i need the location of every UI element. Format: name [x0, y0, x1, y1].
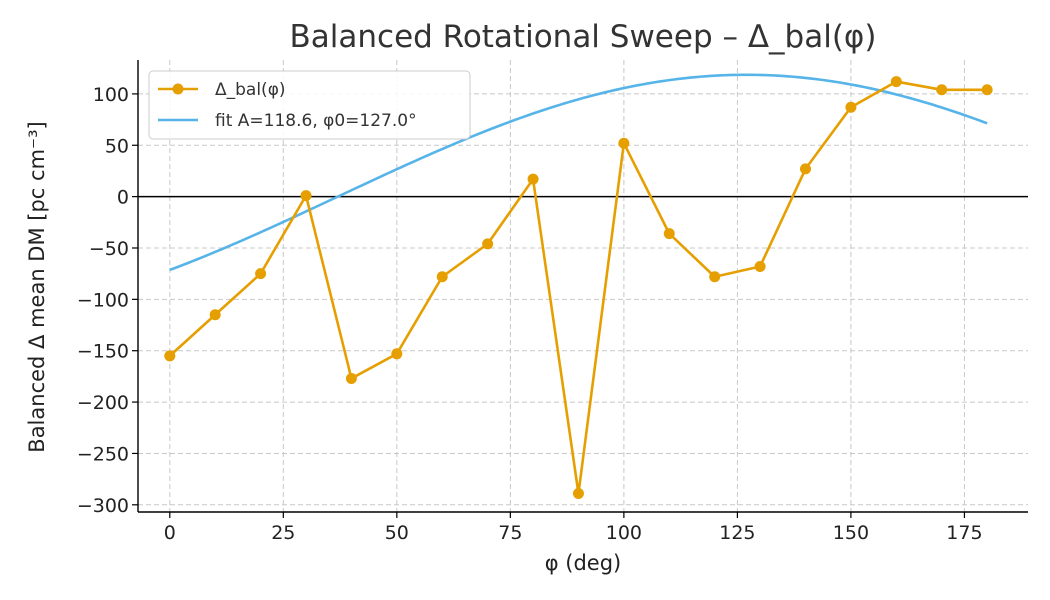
y-tick-label: 0	[117, 187, 129, 209]
legend-frame	[148, 70, 471, 140]
data-point	[572, 488, 584, 500]
y-tick-label: −200	[77, 392, 129, 414]
x-tick-label: 150	[833, 522, 869, 544]
x-tick-label: 0	[164, 522, 176, 544]
data-point	[436, 271, 448, 283]
data-point	[618, 137, 630, 149]
data-point	[981, 84, 993, 96]
data-point	[209, 309, 221, 321]
legend: Δ_bal(φ) fit A=118.6, φ0=127.0°	[148, 70, 471, 140]
axes	[137, 60, 1028, 513]
data-point	[800, 163, 811, 175]
data-point	[255, 268, 267, 280]
data-point	[663, 228, 675, 240]
y-tick-label: 100	[93, 84, 129, 106]
x-tick-label: 75	[498, 522, 522, 544]
data-point	[391, 348, 403, 360]
x-tick-label: 25	[271, 522, 295, 544]
x-tick-label: 125	[719, 522, 755, 544]
y-axis-label: Balanced Δ mean DM [pc cm⁻³]	[25, 121, 49, 452]
data-point	[890, 76, 902, 88]
plot-area	[164, 73, 993, 500]
delta-bal-line	[168, 80, 988, 495]
data-point	[936, 84, 948, 96]
chart-title: Balanced Rotational Sweep – Δ_bal(φ)	[290, 19, 877, 55]
legend-label-1: fit A=118.6, φ0=127.0°	[215, 111, 417, 131]
y-tick-label: −300	[77, 495, 129, 517]
data-point	[482, 238, 494, 250]
data-point	[300, 190, 312, 202]
legend-label-0: Δ_bal(φ)	[215, 80, 286, 100]
tick-labels: 0 25 50 75 100 125 150 175 100 50 0 −50 −100 −150 −200…	[77, 84, 983, 544]
y-tick-label: −150	[77, 341, 129, 363]
fit-curve	[169, 73, 988, 272]
x-axis-label: φ (deg)	[545, 551, 622, 575]
y-tick-label: −100	[77, 289, 129, 311]
y-tick-label: −50	[89, 238, 129, 260]
legend-swatch-marker-0	[172, 83, 184, 95]
x-tick-label: 100	[606, 522, 642, 544]
data-point	[754, 260, 766, 272]
x-tick-label: 50	[385, 522, 409, 544]
y-tick-label: 50	[105, 135, 129, 157]
data-point	[345, 372, 357, 384]
x-tick-label: 175	[946, 522, 982, 544]
data-point	[527, 173, 539, 185]
y-tick-label: −250	[77, 443, 129, 465]
data-point	[709, 271, 721, 283]
data-point	[845, 101, 857, 113]
data-point	[164, 350, 176, 362]
